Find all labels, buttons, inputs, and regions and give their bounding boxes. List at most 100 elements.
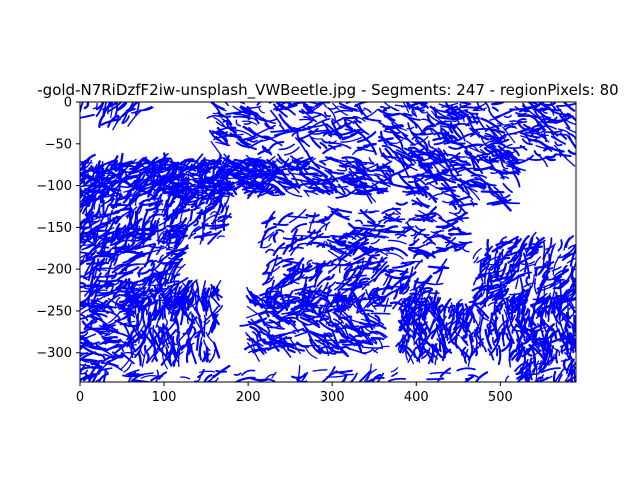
segment-stroke — [203, 373, 213, 382]
segment-stroke — [163, 152, 167, 170]
segment-stroke — [91, 365, 103, 379]
segment-stroke — [181, 297, 188, 309]
segment-stroke — [360, 182, 384, 191]
segment-stroke — [522, 252, 528, 273]
segment-stroke — [283, 272, 292, 277]
segment-stroke — [340, 136, 363, 143]
segment-stroke — [333, 318, 345, 329]
segment-stroke — [535, 153, 549, 168]
segment-stroke — [371, 348, 379, 354]
segment-stroke — [344, 247, 357, 252]
segment-stroke — [256, 124, 276, 135]
segment-stroke — [246, 310, 268, 319]
segment-stroke — [427, 265, 450, 270]
segment-stroke — [84, 281, 97, 297]
segment-stroke — [235, 174, 246, 191]
segment-stroke — [383, 130, 401, 134]
segment-stroke — [505, 332, 515, 345]
segment-stroke — [95, 102, 105, 111]
segment-stroke — [543, 102, 556, 107]
segment-stroke — [319, 160, 327, 166]
segment-stroke — [494, 293, 498, 303]
segment-stroke — [568, 303, 576, 313]
segment-stroke — [413, 306, 418, 316]
segment-stroke — [568, 135, 576, 149]
segment-stroke — [523, 282, 537, 288]
segment-stroke — [179, 212, 183, 224]
segment-stroke — [80, 369, 89, 375]
segment-stroke — [551, 133, 568, 136]
segment-stroke — [292, 327, 304, 332]
segment-stroke — [185, 201, 196, 206]
segment-stroke — [316, 244, 326, 248]
segment-stroke — [401, 344, 417, 359]
segment-stroke — [138, 197, 160, 205]
segment-stroke — [541, 267, 554, 278]
segment-stroke — [277, 128, 301, 136]
segment-stroke — [133, 178, 148, 194]
segment-stroke — [204, 374, 215, 382]
segment-stroke — [277, 180, 300, 186]
segment-stroke — [388, 182, 411, 189]
segment-stroke — [233, 160, 242, 166]
segment-stroke — [484, 125, 502, 132]
segment-stroke — [262, 271, 272, 275]
segment-stroke — [351, 285, 363, 296]
segment-stroke — [513, 173, 521, 188]
segment-stroke — [137, 173, 146, 184]
segment-stroke — [556, 348, 561, 357]
segment-stroke — [125, 206, 138, 218]
segment-stroke — [471, 312, 476, 324]
segment-stroke — [90, 244, 110, 249]
segment-stroke — [243, 121, 252, 125]
segment-stroke — [276, 158, 283, 165]
segment-stroke — [566, 257, 576, 264]
segment-stroke — [375, 163, 388, 178]
segment-stroke — [385, 172, 393, 180]
segment-stroke — [210, 285, 216, 299]
segment-stroke — [210, 315, 216, 334]
segment-stroke — [397, 172, 415, 189]
segment-stroke — [272, 242, 286, 257]
segment-stroke — [419, 289, 434, 296]
segment-stroke — [166, 246, 175, 251]
segment-stroke — [318, 349, 336, 355]
segment-stroke — [154, 160, 166, 165]
segment-stroke — [564, 352, 570, 360]
segment-stroke — [226, 168, 247, 175]
segment-stroke — [410, 119, 418, 129]
segment-stroke — [500, 176, 510, 179]
segment-stroke — [328, 173, 350, 181]
segment-stroke — [80, 191, 84, 200]
segment-stroke — [536, 276, 550, 294]
segment-stroke — [477, 342, 487, 353]
segment-stroke — [245, 294, 258, 302]
segment-stroke — [474, 316, 481, 333]
segment-stroke — [376, 372, 385, 382]
segment-stroke — [319, 302, 332, 307]
segment-stroke — [158, 230, 165, 243]
segment-stroke — [95, 279, 120, 283]
segment-stroke — [140, 375, 160, 379]
segment-stroke — [425, 241, 435, 246]
segment-stroke — [557, 373, 563, 382]
segment-stroke — [134, 221, 139, 233]
segment-stroke — [356, 131, 377, 143]
segment-stroke — [528, 309, 531, 322]
segment-stroke — [143, 344, 148, 354]
segment-stroke — [85, 208, 92, 217]
segment-stroke — [411, 202, 423, 208]
segment-stroke — [468, 334, 474, 354]
segment-stroke — [413, 177, 425, 197]
segment-stroke — [80, 282, 87, 286]
segment-stroke — [300, 126, 313, 132]
plot-frame — [79, 101, 577, 383]
segment-stroke — [382, 285, 401, 290]
segment-stroke — [429, 158, 449, 167]
segment-stroke — [426, 377, 445, 381]
segment-stroke — [385, 229, 406, 234]
segment-stroke — [150, 194, 159, 199]
segment-stroke — [112, 162, 129, 167]
segment-stroke — [265, 248, 275, 254]
segment-stroke — [569, 361, 576, 374]
